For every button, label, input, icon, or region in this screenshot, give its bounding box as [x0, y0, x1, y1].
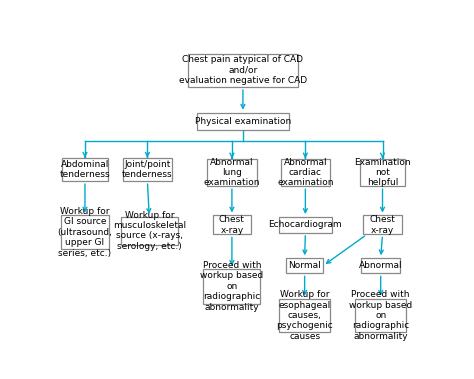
FancyBboxPatch shape [279, 217, 332, 233]
FancyBboxPatch shape [360, 158, 405, 186]
Text: Workup for
esophageal
causes,
psychogenic
causes: Workup for esophageal causes, psychogeni… [276, 290, 333, 341]
Text: Chest pain atypical of CAD
and/or
evaluation negative for CAD: Chest pain atypical of CAD and/or evalua… [179, 55, 307, 85]
Text: Joint/point
tenderness: Joint/point tenderness [122, 160, 173, 179]
Text: Abnormal: Abnormal [359, 261, 402, 270]
FancyBboxPatch shape [355, 299, 406, 332]
FancyBboxPatch shape [361, 258, 400, 273]
FancyBboxPatch shape [281, 158, 330, 186]
FancyBboxPatch shape [286, 258, 323, 273]
Text: Chest
x-ray: Chest x-ray [370, 215, 395, 235]
FancyBboxPatch shape [121, 217, 178, 245]
FancyBboxPatch shape [363, 216, 402, 235]
Text: Physical examination: Physical examination [195, 117, 291, 126]
Text: Examination
not
helpful: Examination not helpful [354, 158, 411, 187]
FancyBboxPatch shape [61, 216, 109, 249]
FancyBboxPatch shape [213, 216, 251, 235]
FancyBboxPatch shape [279, 299, 330, 332]
Text: Workup for
musculoskeletal
source (x-rays,
serology, etc.): Workup for musculoskeletal source (x-ray… [113, 211, 186, 251]
Text: Proceed with
workup based
on
radiographic
abnormality: Proceed with workup based on radiographi… [201, 261, 264, 312]
Text: Proceed with
workup based
on
radiographic
abnormality: Proceed with workup based on radiographi… [349, 290, 412, 341]
FancyBboxPatch shape [207, 158, 257, 186]
FancyBboxPatch shape [62, 158, 108, 181]
Text: Chest
x-ray: Chest x-ray [219, 215, 245, 235]
Text: Abnormal
lung
examination: Abnormal lung examination [204, 158, 260, 187]
FancyBboxPatch shape [203, 269, 260, 304]
Text: Abnormal
cardiac
examination: Abnormal cardiac examination [277, 158, 334, 187]
Text: Echocardiogram: Echocardiogram [269, 221, 342, 229]
FancyBboxPatch shape [123, 158, 172, 181]
FancyBboxPatch shape [188, 53, 298, 87]
Text: Abdominal
tenderness: Abdominal tenderness [60, 160, 110, 179]
Text: Workup for
GI source
(ultrasound,
upper GI
series, etc.): Workup for GI source (ultrasound, upper … [57, 207, 112, 258]
Text: Normal: Normal [288, 261, 321, 270]
FancyBboxPatch shape [197, 113, 289, 130]
